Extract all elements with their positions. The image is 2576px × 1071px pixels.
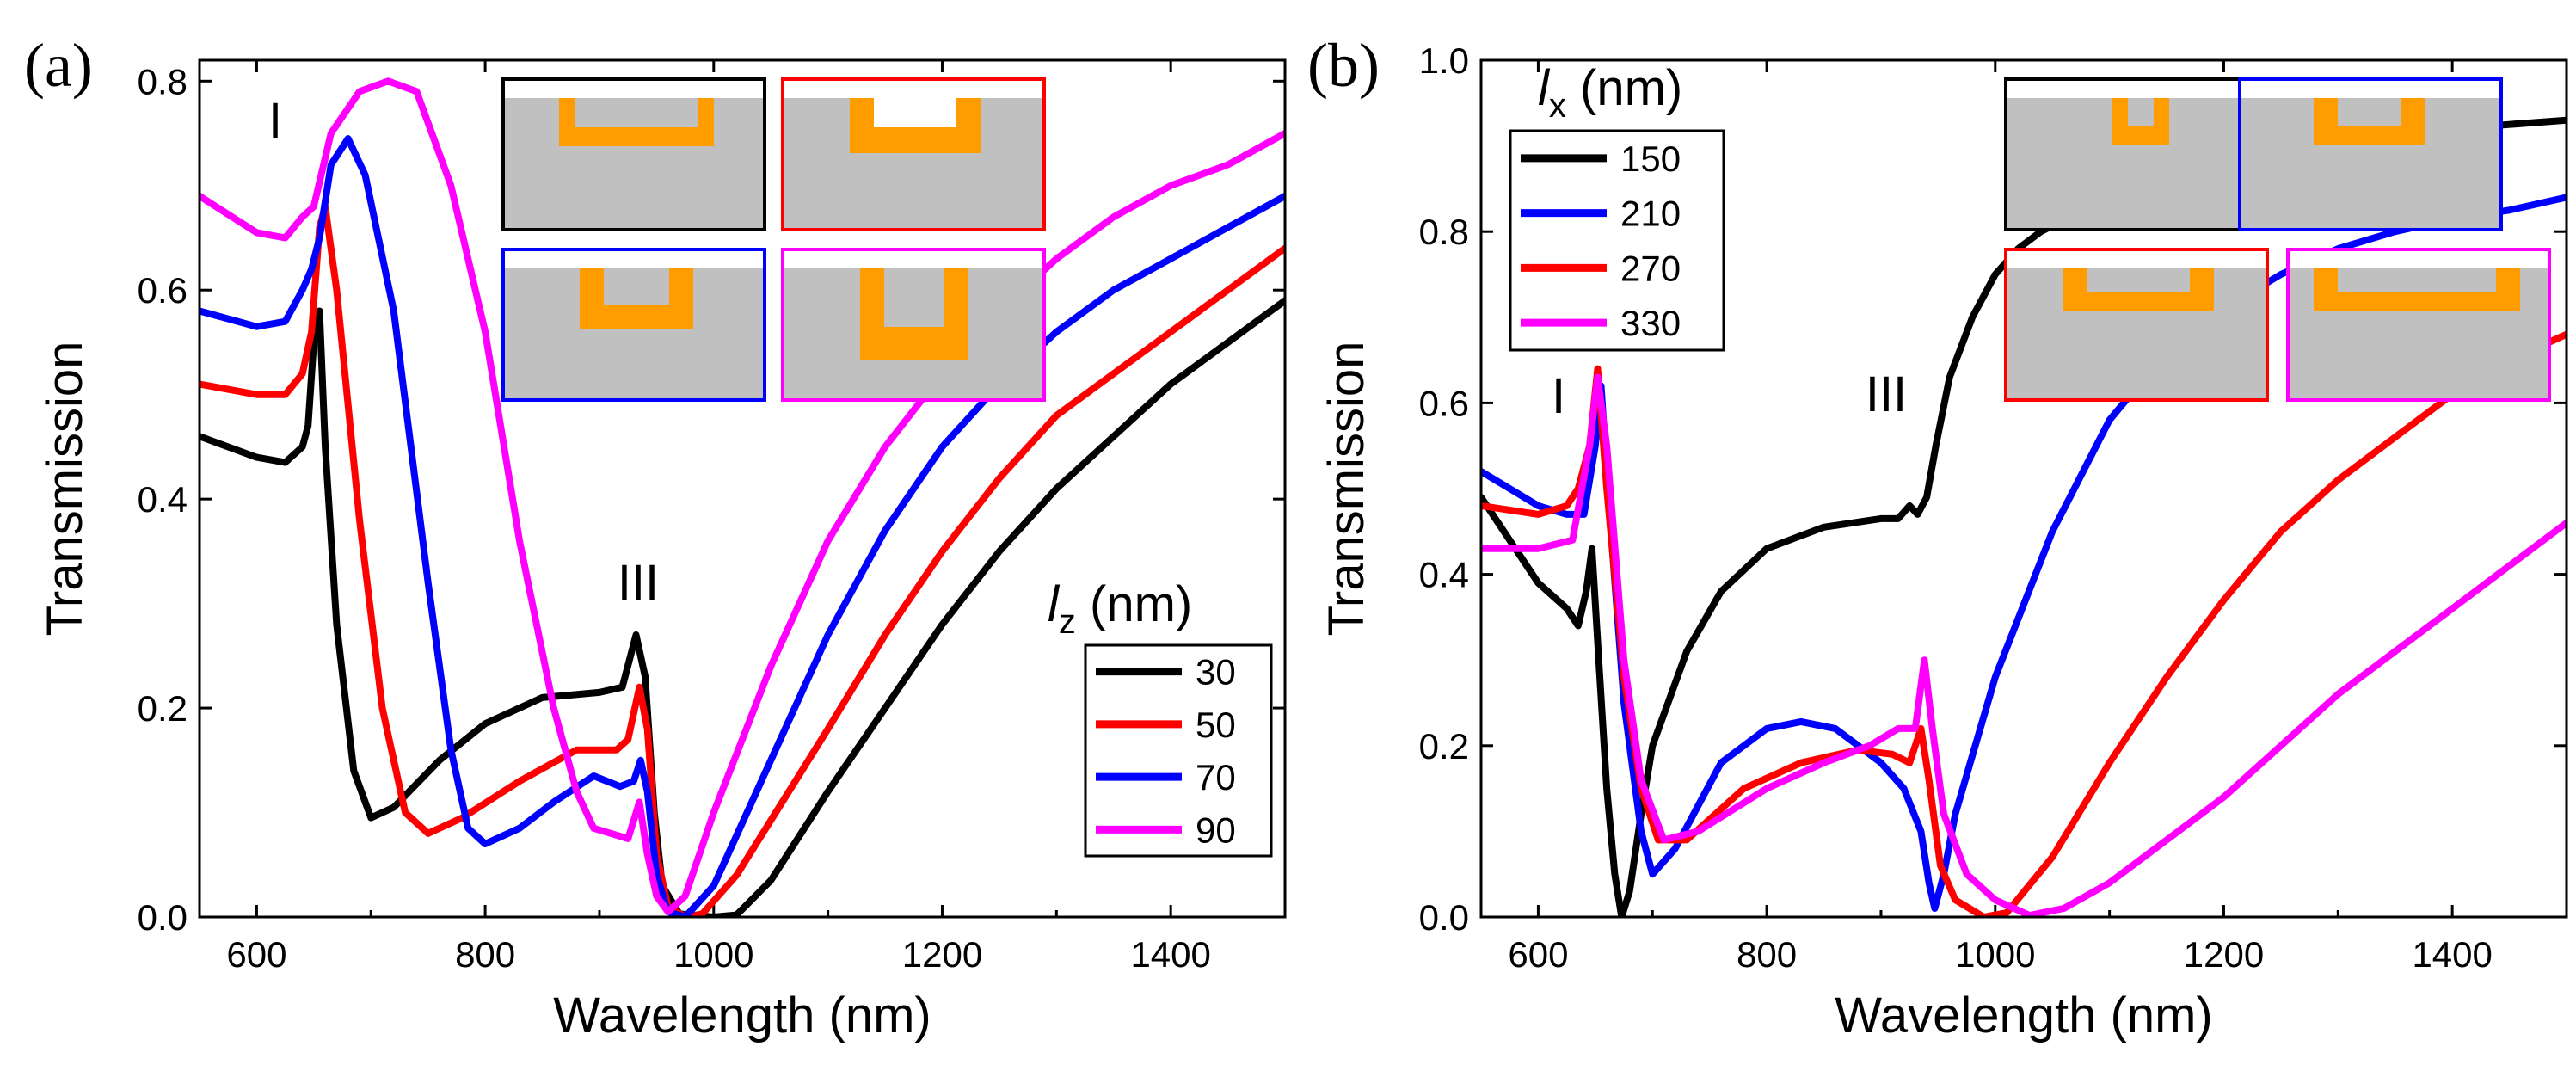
inset-b-3 xyxy=(2004,248,2269,402)
panel-a-axis-ticks: 600 800 1000 1200 1400 0.0 0.2 0.4 0.6 0.8 xyxy=(138,60,1285,975)
y-tick-label: 0.4 xyxy=(1419,555,1469,595)
inset-b-2 xyxy=(2238,77,2503,231)
legend-label-330: 330 xyxy=(1620,303,1681,343)
y-tick-label: 0.2 xyxy=(1419,726,1469,766)
y-tick-label: 0.2 xyxy=(138,688,188,729)
legend-label-50: 50 xyxy=(1196,705,1236,745)
panel-b-frame xyxy=(1479,58,2568,919)
legend-a-title-sub: z xyxy=(1059,603,1076,641)
panel-b-legend-title: lx (nm) xyxy=(1538,60,1682,125)
legend-label-70: 70 xyxy=(1196,757,1236,797)
panel-b-xlabel: Wavelength (nm) xyxy=(1835,988,2212,1043)
x-tick-label: 1400 xyxy=(2412,934,2492,975)
y-tick-label: 0.6 xyxy=(1419,383,1469,423)
panel-b: (b) Wavelength (nm) Transmission 600 800 1… xyxy=(1307,31,2568,1043)
series-line-70 xyxy=(200,135,1285,917)
y-tick-label: 0.6 xyxy=(138,270,188,311)
legend-a-title-unit: (nm) xyxy=(1076,576,1192,632)
inset-a-1 xyxy=(501,77,766,231)
x-tick-label: 1200 xyxy=(2184,934,2264,975)
panel-a-annotation-i: I xyxy=(268,93,282,149)
series-line-150 xyxy=(1481,116,2567,917)
x-tick-label: 600 xyxy=(226,934,286,975)
series-line-30 xyxy=(200,297,1285,917)
series-line-330 xyxy=(1481,373,2567,917)
legend-b-title-sub: x xyxy=(1549,87,1566,125)
x-tick-label: 1200 xyxy=(902,934,982,975)
legend-label-30: 30 xyxy=(1196,652,1236,692)
legend-label-210: 210 xyxy=(1620,194,1681,234)
x-tick-label: 600 xyxy=(1508,934,1568,975)
y-tick-label: 0.4 xyxy=(138,479,188,520)
x-tick-label: 1000 xyxy=(1955,934,2035,975)
y-tick-label: 1.0 xyxy=(1419,40,1469,81)
panel-b-insets xyxy=(2004,77,2551,402)
legend-b-title-var: l xyxy=(1538,60,1551,116)
y-tick-label: 0.0 xyxy=(138,897,188,938)
inset-a-4 xyxy=(781,248,1046,402)
panel-b-legend: lx (nm) 150 210 270 330 xyxy=(1509,60,1725,352)
panel-b-axis-ticks: 600 800 1000 1200 1400 0.0 0.2 0.4 0.6 0.8 1.0 xyxy=(1419,40,2567,975)
panel-a-legend-entries: 30 50 70 90 xyxy=(1096,652,1236,850)
panel-b-legend-entries: 150 210 270 330 xyxy=(1521,138,1681,343)
panel-a-annotation-iii: III xyxy=(618,555,659,611)
legend-label-270: 270 xyxy=(1620,248,1681,288)
panel-b-annotation-i: I xyxy=(1552,368,1565,424)
panel-b-legend-box xyxy=(1509,129,1725,352)
panel-a-legend: lz (nm) 30 50 70 90 xyxy=(1048,576,1273,858)
panel-a-insets xyxy=(501,77,1046,402)
inset-b-1 xyxy=(2004,77,2269,231)
legend-label-150: 150 xyxy=(1620,138,1681,179)
panel-b-annotation-iii: III xyxy=(1866,366,1907,422)
y-tick-label: 0.8 xyxy=(1419,212,1469,252)
inset-a-3 xyxy=(501,248,766,402)
x-tick-label: 800 xyxy=(1737,934,1797,975)
panel-a-series-lines xyxy=(200,77,1285,917)
panel-b-series-lines xyxy=(1481,116,2567,917)
x-tick-label: 800 xyxy=(455,934,515,975)
legend-label-90: 90 xyxy=(1196,809,1236,850)
x-tick-label: 1400 xyxy=(1130,934,1210,975)
legend-a-title-var: l xyxy=(1048,576,1061,632)
panel-a-ylabel: Transmission xyxy=(37,342,93,637)
inset-a-2 xyxy=(781,77,1046,231)
panel-a-legend-box xyxy=(1084,643,1273,858)
panel-a: (a) Wavelength (nm) Transmission 600 800 1… xyxy=(24,31,1287,1043)
panel-a-label: (a) xyxy=(24,31,93,100)
x-tick-label: 1000 xyxy=(673,934,753,975)
panel-b-ylabel: Transmission xyxy=(1319,342,1374,637)
inset-b-4 xyxy=(2286,248,2551,402)
panel-a-frame xyxy=(198,58,1287,919)
panel-a-xlabel: Wavelength (nm) xyxy=(553,988,931,1043)
legend-b-title-unit: (nm) xyxy=(1566,60,1682,116)
y-tick-label: 0.8 xyxy=(138,61,188,102)
panel-a-legend-title: lz (nm) xyxy=(1048,576,1192,641)
panel-b-label: (b) xyxy=(1307,31,1380,100)
y-tick-label: 0.0 xyxy=(1419,897,1469,938)
